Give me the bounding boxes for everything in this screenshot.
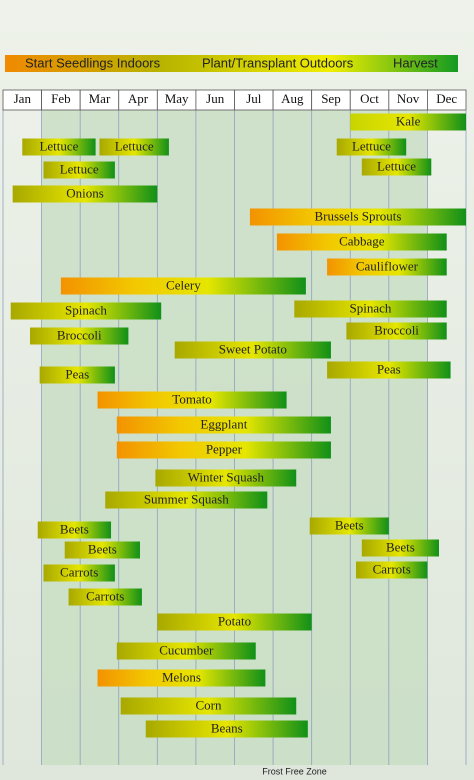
- plant-label: Melons: [162, 669, 201, 684]
- plant-label: Beets: [386, 539, 415, 554]
- plant-label: Carrots: [86, 588, 124, 603]
- plant-bar: [68, 588, 142, 606]
- month-label: Jan: [14, 91, 32, 106]
- plant-label: Cauliflower: [356, 258, 419, 273]
- plant-label: Beets: [335, 517, 364, 532]
- plant-bar: [39, 366, 115, 384]
- plant-bar: [116, 416, 331, 434]
- plant-label: Celery: [166, 277, 201, 292]
- plant-bar: [105, 491, 268, 509]
- month-label: Mar: [89, 91, 111, 106]
- month-cell: [427, 89, 467, 111]
- plant-bar: [249, 208, 466, 226]
- plant-bar: [361, 539, 439, 557]
- plant-bar: [97, 391, 287, 409]
- plant-bar: [116, 441, 331, 459]
- plant-bar: [346, 322, 447, 340]
- plant-bar: [99, 138, 169, 156]
- plant-label: Peas: [65, 366, 89, 381]
- plant-bar: [336, 138, 407, 156]
- plant-bar: [327, 258, 447, 276]
- plant-bar: [361, 158, 432, 176]
- plant-label: Carrots: [373, 561, 411, 576]
- plant-label: Sweet Potato: [219, 341, 287, 356]
- month-label: Aug: [281, 91, 304, 106]
- month-label: Feb: [51, 91, 71, 106]
- plant-bar: [97, 669, 266, 687]
- plant-label: Carrots: [60, 564, 98, 579]
- plant-label: Winter Squash: [188, 469, 265, 484]
- plant-label: Lettuce: [115, 138, 154, 153]
- plant-bar: [30, 327, 129, 345]
- legend-label: Plant/Transplant Outdoors: [202, 55, 354, 70]
- plant-bar: [116, 642, 256, 660]
- plant-bar: [43, 161, 115, 179]
- plant-label: Lettuce: [39, 138, 78, 153]
- month-label: Dec: [436, 91, 457, 106]
- plant-label: Corn: [195, 697, 222, 712]
- plant-label: Brussels Sprouts: [314, 208, 401, 223]
- month-label: Nov: [397, 91, 420, 106]
- legend: Start Seedlings Indoors Plant/Transplant…: [5, 55, 458, 72]
- plant-bar: [157, 613, 312, 631]
- month-label: May: [165, 91, 189, 106]
- plant-bar: [43, 564, 115, 582]
- plant-label: Potato: [218, 613, 251, 628]
- plant-bar: [309, 517, 389, 535]
- plant-label: Spinach: [65, 302, 107, 317]
- plant-label: Beans: [211, 720, 243, 735]
- plant-label: Summer Squash: [144, 491, 229, 506]
- plant-bar: [294, 300, 447, 318]
- month-label: Oct: [360, 91, 379, 106]
- plant-bar: [155, 469, 297, 487]
- plant-label: Peas: [377, 361, 401, 376]
- plant-bar: [327, 361, 451, 379]
- plant-label: Pepper: [206, 441, 243, 456]
- plant-bar: [356, 561, 428, 579]
- legend-bar: [5, 55, 458, 72]
- plant-label: Eggplant: [200, 416, 247, 431]
- plant-label: Lettuce: [377, 158, 416, 173]
- month-label: Jul: [246, 91, 262, 106]
- plant-label: Broccoli: [57, 327, 102, 342]
- plant-bar: [276, 233, 447, 251]
- plant-bar: [64, 541, 140, 559]
- plant-label: Tomato: [172, 391, 212, 406]
- plant-label: Beets: [88, 541, 117, 556]
- plant-label: Spinach: [350, 300, 392, 315]
- plant-bar: [37, 521, 112, 539]
- month-label: Sep: [321, 91, 341, 106]
- plant-bar: [12, 185, 158, 203]
- plant-bar: [10, 302, 162, 320]
- month-label: Jun: [206, 91, 225, 106]
- plant-label: Lettuce: [60, 161, 99, 176]
- plant-label: Cucumber: [159, 642, 214, 657]
- plant-bar: [350, 113, 466, 131]
- plant-bar: [145, 720, 308, 738]
- month-label: Apr: [128, 91, 149, 106]
- frost-free-label: Frost Free Zone: [262, 766, 327, 776]
- legend-label: Start Seedlings Indoors: [25, 55, 161, 70]
- plant-bar: [60, 277, 306, 295]
- plant-label: Broccoli: [374, 322, 419, 337]
- legend-label: Harvest: [393, 55, 438, 70]
- plant-bar: [120, 697, 297, 715]
- plant-label: Cabbage: [339, 233, 385, 248]
- plant-label: Kale: [396, 113, 421, 128]
- plant-bar: [174, 341, 331, 359]
- plant-label: Beets: [60, 521, 89, 536]
- plant-bar: [22, 138, 96, 156]
- plant-label: Lettuce: [352, 138, 391, 153]
- plant-label: Onions: [66, 185, 104, 200]
